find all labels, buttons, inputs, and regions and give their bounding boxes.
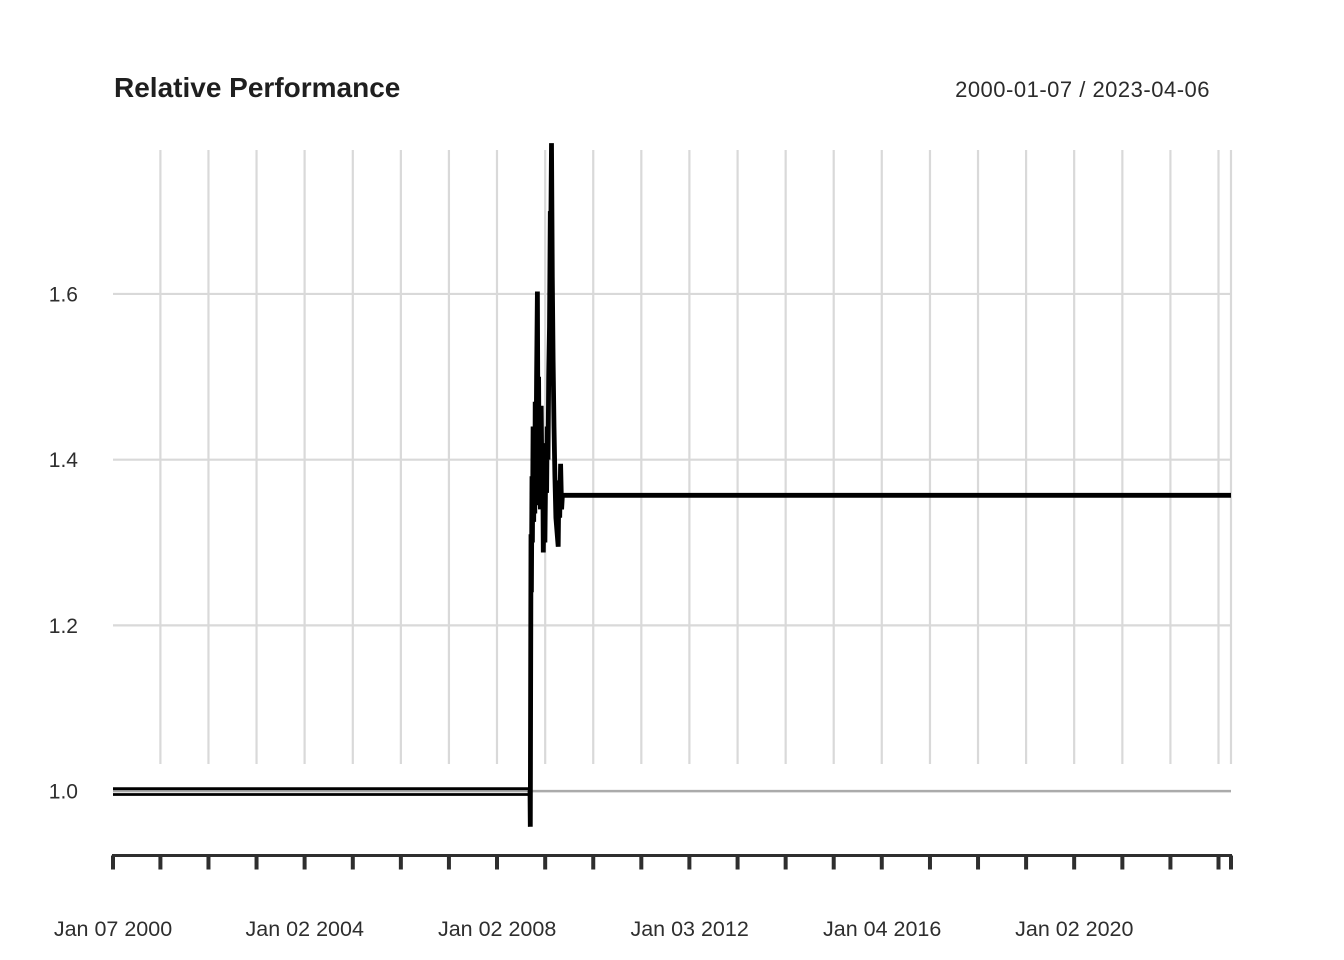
x-tick-label: Jan 03 2012 bbox=[630, 917, 748, 941]
x-tick-label: Jan 02 2008 bbox=[438, 917, 556, 941]
x-tick-label: Jan 04 2016 bbox=[823, 917, 941, 941]
x-tick-label: Jan 02 2020 bbox=[1015, 917, 1133, 941]
x-tick-label: Jan 02 2004 bbox=[246, 917, 364, 941]
chart-title: Relative Performance bbox=[114, 72, 401, 103]
y-tick-label: 1.6 bbox=[49, 283, 78, 306]
series-relative-performance bbox=[527, 143, 1231, 827]
x-tick-label: Jan 07 2000 bbox=[54, 917, 172, 941]
date-range-label: 2000-01-07 / 2023-04-06 bbox=[955, 77, 1210, 102]
y-tick-label: 1.4 bbox=[49, 449, 79, 472]
y-tick-label: 1.2 bbox=[49, 615, 78, 638]
y-tick-label: 1.0 bbox=[49, 781, 78, 804]
